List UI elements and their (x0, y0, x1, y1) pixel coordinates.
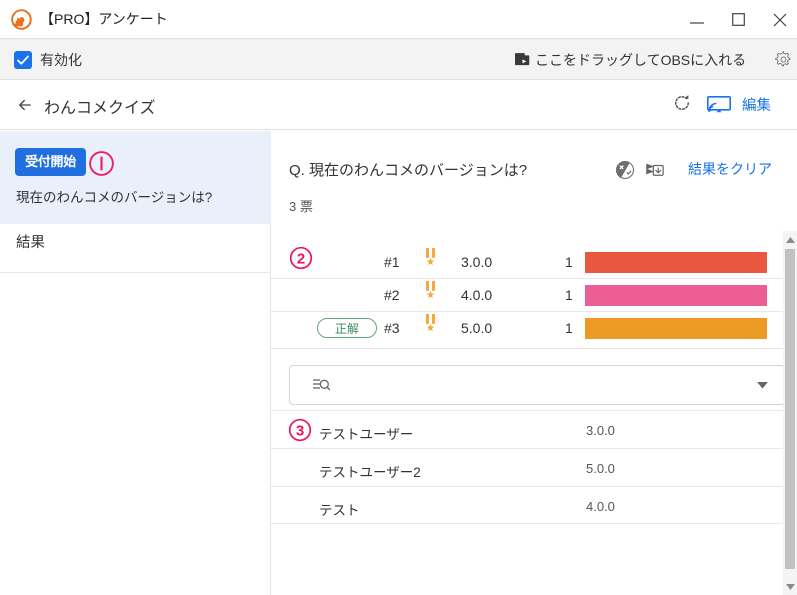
svg-text:2: 2 (297, 250, 305, 267)
svg-text:3: 3 (296, 422, 304, 439)
